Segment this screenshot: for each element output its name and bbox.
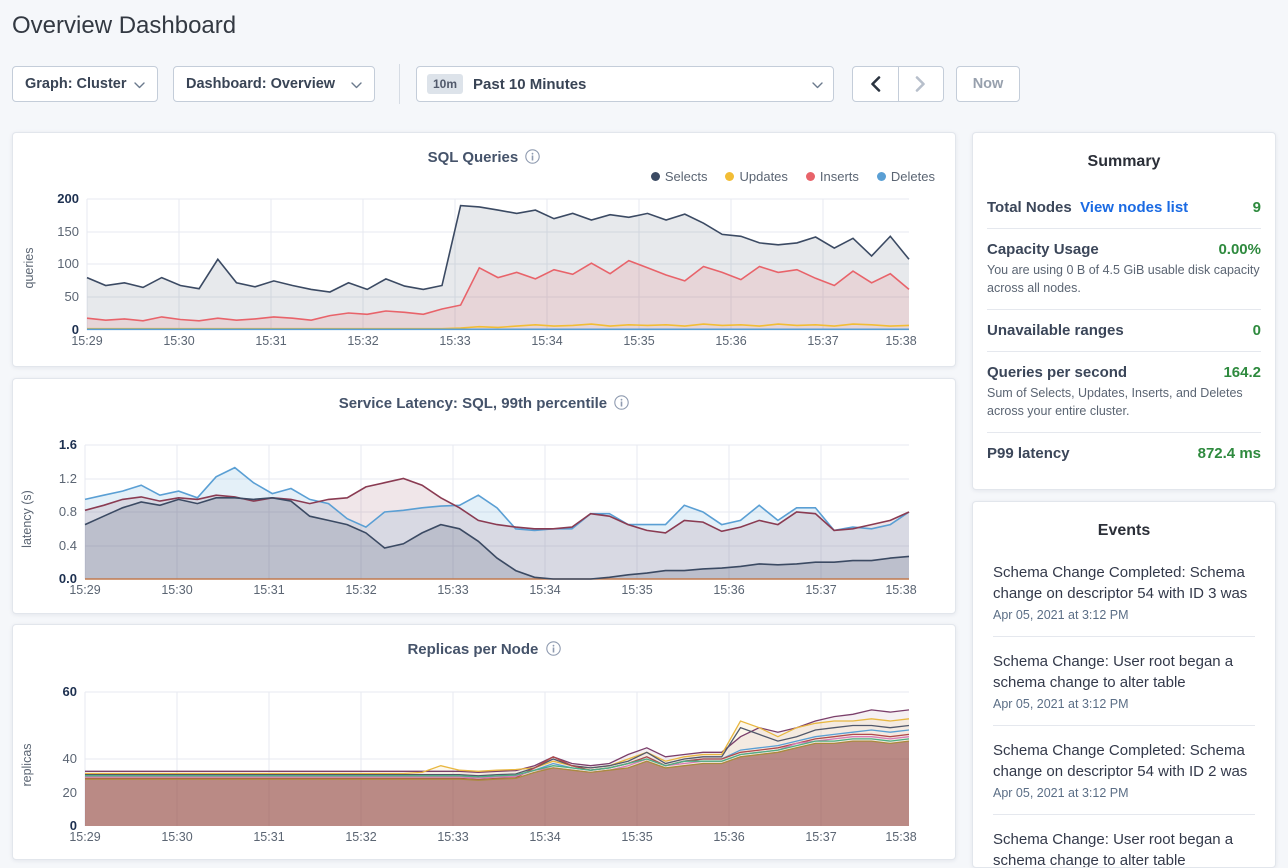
svg-text:15:32: 15:32: [345, 830, 376, 844]
svg-text:15:34: 15:34: [529, 583, 560, 597]
svg-text:15:29: 15:29: [69, 830, 100, 844]
svg-text:1.6: 1.6: [59, 437, 77, 452]
svg-text:15:30: 15:30: [163, 334, 194, 348]
svg-text:15:34: 15:34: [531, 334, 562, 348]
svg-text:15:31: 15:31: [255, 334, 286, 348]
svg-text:40: 40: [63, 751, 77, 766]
svg-text:150: 150: [57, 224, 79, 239]
svg-text:0.4: 0.4: [59, 538, 77, 553]
svg-text:15:33: 15:33: [437, 583, 468, 597]
svg-text:queries: queries: [22, 248, 36, 289]
svg-text:15:35: 15:35: [623, 334, 654, 348]
svg-text:200: 200: [57, 191, 79, 206]
svg-text:15:32: 15:32: [347, 334, 378, 348]
svg-text:15:32: 15:32: [345, 583, 376, 597]
svg-text:15:37: 15:37: [805, 830, 836, 844]
svg-text:15:31: 15:31: [253, 830, 284, 844]
svg-text:15:38: 15:38: [885, 334, 916, 348]
svg-text:20: 20: [63, 785, 77, 800]
svg-text:50: 50: [65, 289, 79, 304]
svg-text:15:30: 15:30: [161, 830, 192, 844]
svg-text:15:31: 15:31: [253, 583, 284, 597]
svg-text:15:29: 15:29: [71, 334, 102, 348]
svg-text:15:38: 15:38: [885, 830, 916, 844]
svg-text:15:33: 15:33: [439, 334, 470, 348]
svg-text:15:38: 15:38: [885, 583, 916, 597]
svg-text:15:30: 15:30: [161, 583, 192, 597]
svg-text:15:34: 15:34: [529, 830, 560, 844]
svg-text:15:35: 15:35: [621, 583, 652, 597]
svg-text:15:35: 15:35: [621, 830, 652, 844]
svg-text:60: 60: [63, 684, 77, 699]
svg-text:replicas: replicas: [20, 743, 34, 786]
svg-text:latency (s): latency (s): [20, 490, 34, 548]
svg-text:15:36: 15:36: [715, 334, 746, 348]
svg-text:1.2: 1.2: [59, 471, 77, 486]
svg-text:15:37: 15:37: [805, 583, 836, 597]
svg-text:15:36: 15:36: [713, 583, 744, 597]
svg-text:15:37: 15:37: [807, 334, 838, 348]
svg-text:15:36: 15:36: [713, 830, 744, 844]
svg-text:0.8: 0.8: [59, 504, 77, 519]
svg-text:15:29: 15:29: [69, 583, 100, 597]
svg-text:100: 100: [57, 256, 79, 271]
svg-text:15:33: 15:33: [437, 830, 468, 844]
